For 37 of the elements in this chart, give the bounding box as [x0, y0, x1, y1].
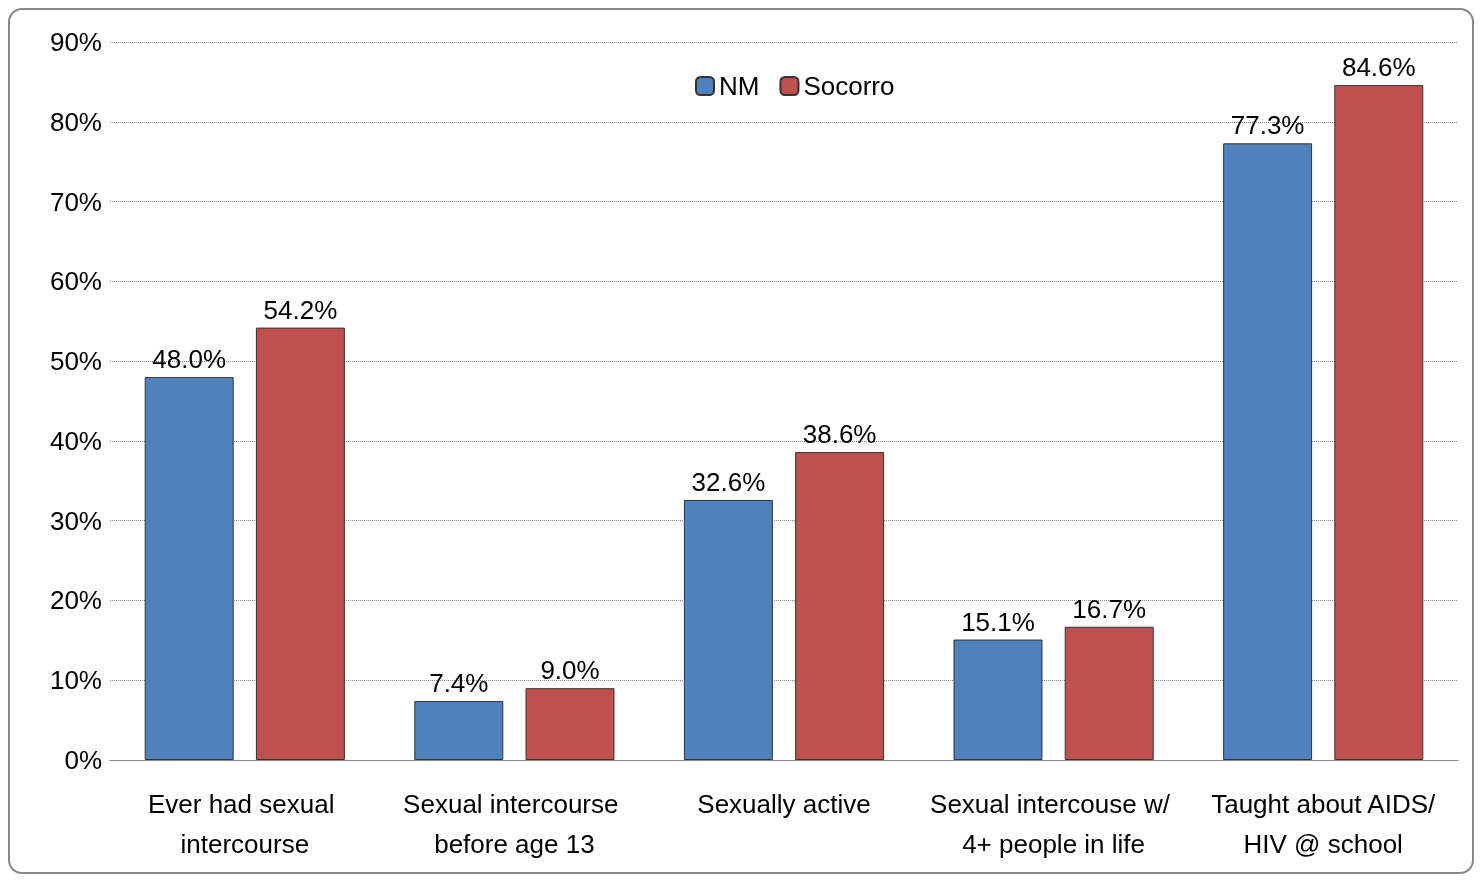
x-tick-label: Ever had sexual intercourse [147, 789, 342, 859]
bar [1064, 626, 1154, 760]
data-label: 84.6% [1341, 52, 1416, 83]
y-tick-label: 50% [49, 346, 102, 377]
y-tick-label: 80% [49, 106, 102, 137]
legend-label: NM [719, 71, 760, 101]
y-tick-label: 20% [49, 585, 102, 616]
x-tick-label: Sexual intercouse w/ 4+ people in life [930, 789, 1178, 859]
x-tick-label: Taught about AIDS/HIV @ school [1211, 789, 1436, 859]
bar [953, 639, 1043, 760]
bar [1334, 85, 1424, 760]
bar [414, 700, 504, 760]
bar [525, 688, 615, 760]
y-tick-label: 90% [49, 27, 102, 57]
y-tick-label: 30% [49, 505, 102, 536]
data-label: 77.3% [1230, 110, 1305, 141]
x-tick-label: Sexual intercourse before age 13 [403, 789, 626, 859]
data-label: 48.0% [152, 344, 227, 375]
x-tick-label: Sexually active [697, 789, 871, 819]
bar [1223, 143, 1313, 760]
bar [255, 327, 345, 760]
legend-label: Socorro [803, 71, 895, 101]
data-label: 7.4% [429, 667, 489, 698]
bar [683, 499, 773, 760]
y-tick-label: 0% [64, 745, 102, 775]
bar [144, 377, 234, 760]
data-label: 15.1% [961, 606, 1035, 637]
bar [795, 452, 885, 760]
y-tick-label: 40% [49, 425, 102, 456]
y-tick-label: 10% [49, 665, 102, 696]
data-label: 9.0% [540, 655, 600, 686]
data-label: 54.2% [263, 294, 338, 325]
data-label: 38.6% [802, 419, 877, 450]
y-tick-label: 60% [49, 266, 102, 297]
data-label: 32.6% [691, 466, 766, 497]
y-tick-label: 70% [49, 186, 102, 217]
data-label: 16.7% [1072, 593, 1147, 624]
